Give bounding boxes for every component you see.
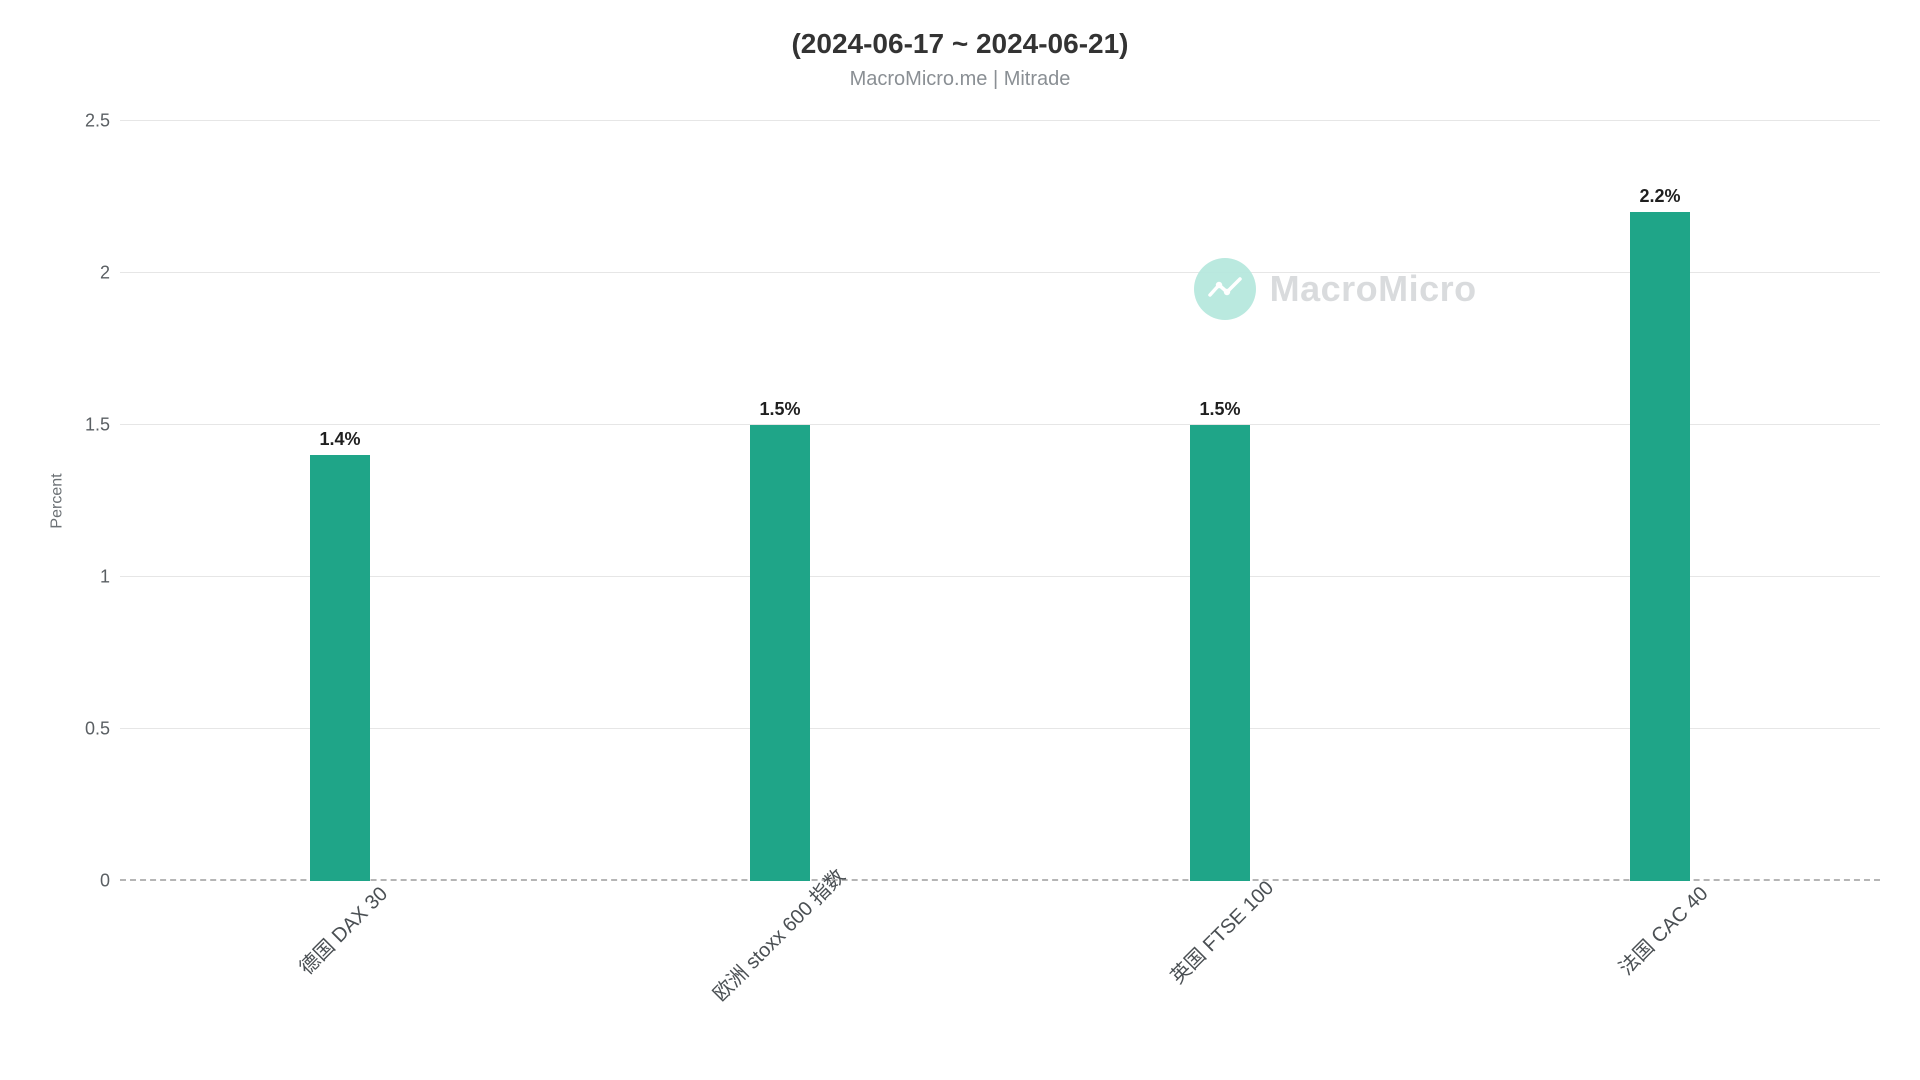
plot: MacroMicro 1.4% 1.5% 1.5% bbox=[120, 121, 1880, 881]
x-tick-label: 英国 FTSE 100 bbox=[1162, 873, 1278, 989]
bar-value-label: 1.4% bbox=[319, 429, 360, 450]
chart-title: (2024-06-17 ~ 2024-06-21) bbox=[40, 28, 1880, 60]
plot-area: Percent 0 0.5 1 1.5 2 2.5 bbox=[40, 121, 1880, 881]
y-tick: 2.5 bbox=[85, 111, 110, 132]
x-axis: 德国 DAX 30 欧洲 stoxx 600 指数 英国 FTSE 100 法国… bbox=[120, 881, 1880, 1080]
bar-slot: 1.5% bbox=[560, 121, 1000, 881]
bar-slot: 1.4% bbox=[120, 121, 560, 881]
bar: 1.4% bbox=[310, 455, 370, 881]
bar: 1.5% bbox=[750, 425, 810, 881]
x-tick-label: 法国 CAC 40 bbox=[1611, 878, 1713, 980]
bar-value-label: 1.5% bbox=[759, 399, 800, 420]
bar: 2.2% bbox=[1630, 212, 1690, 881]
y-axis: Percent 0 0.5 1 1.5 2 2.5 bbox=[40, 121, 120, 881]
bar-slot: 1.5% bbox=[1000, 121, 1440, 881]
bar-value-label: 1.5% bbox=[1199, 399, 1240, 420]
y-tick: 0.5 bbox=[85, 719, 110, 740]
bar: 1.5% bbox=[1190, 425, 1250, 881]
chart-subtitle: MacroMicro.me | Mitrade bbox=[40, 68, 1880, 91]
y-tick: 1 bbox=[100, 567, 110, 588]
y-axis-label: Percent bbox=[49, 473, 67, 528]
y-tick: 2 bbox=[100, 263, 110, 284]
bar-value-label: 2.2% bbox=[1639, 186, 1680, 207]
x-tick-label: 欧洲 stoxx 600 指数 bbox=[705, 861, 850, 1006]
y-tick: 0 bbox=[100, 871, 110, 892]
bars: 1.4% 1.5% 1.5% 2.2% bbox=[120, 121, 1880, 881]
y-tick: 1.5 bbox=[85, 415, 110, 436]
chart-container: (2024-06-17 ~ 2024-06-21) MacroMicro.me … bbox=[0, 0, 1920, 1080]
bar-slot: 2.2% bbox=[1440, 121, 1880, 881]
x-tick-label: 德国 DAX 30 bbox=[291, 879, 392, 980]
